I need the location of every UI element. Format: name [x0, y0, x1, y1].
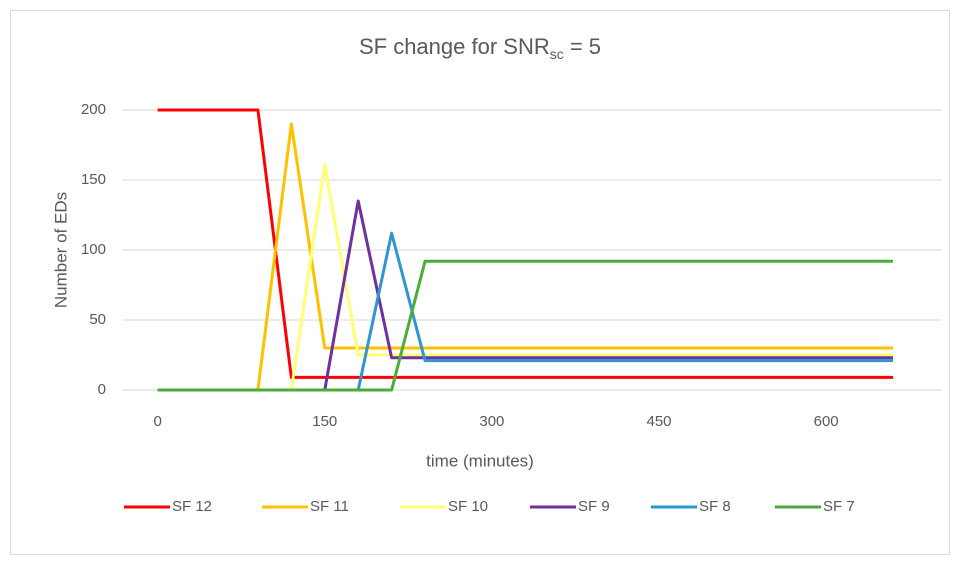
- x-tick-label: 150: [312, 413, 337, 430]
- y-tick-label: 150: [81, 171, 106, 188]
- y-tick-label: 0: [98, 381, 106, 398]
- y-tick-label: 100: [81, 241, 106, 258]
- legend-label: SF 12: [172, 498, 212, 515]
- legend-label: SF 8: [699, 498, 731, 515]
- title-subscript: sc: [550, 46, 564, 62]
- title-suffix: = 5: [564, 34, 601, 59]
- x-tick-label: 300: [479, 413, 504, 430]
- y-tick-label: 200: [81, 101, 106, 118]
- x-tick-label: 600: [814, 413, 839, 430]
- x-axis-title: time (minutes): [426, 451, 534, 470]
- x-tick-label: 450: [646, 413, 671, 430]
- y-axis-title: Number of EDs: [51, 192, 70, 308]
- x-tick-label: 0: [153, 413, 161, 430]
- series-line: [157, 122, 893, 392]
- y-tick-label: 50: [89, 311, 106, 328]
- series-line: [157, 259, 893, 392]
- chart-title: SF change for SNRsc = 5: [359, 34, 601, 62]
- legend-label: SF 11: [310, 498, 349, 515]
- legend-label: SF 9: [578, 498, 610, 515]
- legend-label: SF 10: [448, 498, 488, 515]
- legend-label: SF 7: [823, 498, 855, 515]
- title-main: SF change for SNR: [359, 34, 550, 59]
- chart-frame: [10, 10, 950, 555]
- series-line: [157, 108, 893, 379]
